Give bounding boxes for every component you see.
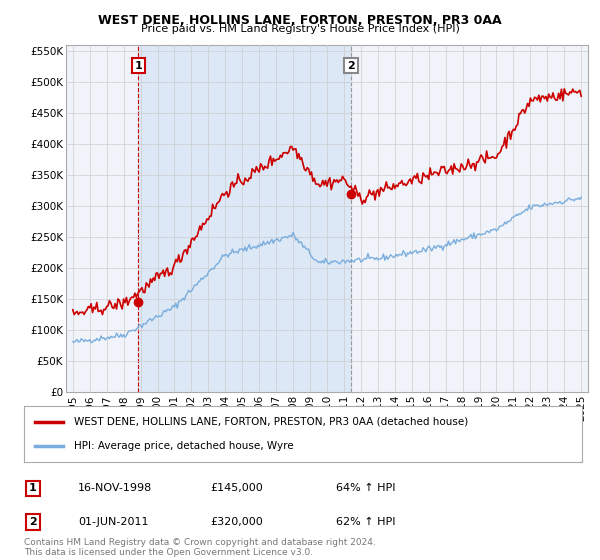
Text: 2: 2 — [347, 60, 355, 71]
Text: WEST DENE, HOLLINS LANE, FORTON, PRESTON, PR3 0AA: WEST DENE, HOLLINS LANE, FORTON, PRESTON… — [98, 14, 502, 27]
Text: 01-JUN-2011: 01-JUN-2011 — [78, 517, 149, 527]
Text: 2: 2 — [29, 517, 37, 527]
Text: 1: 1 — [29, 483, 37, 493]
Text: 16-NOV-1998: 16-NOV-1998 — [78, 483, 152, 493]
Text: Contains HM Land Registry data © Crown copyright and database right 2024.
This d: Contains HM Land Registry data © Crown c… — [24, 538, 376, 557]
Text: 62% ↑ HPI: 62% ↑ HPI — [336, 517, 395, 527]
Text: WEST DENE, HOLLINS LANE, FORTON, PRESTON, PR3 0AA (detached house): WEST DENE, HOLLINS LANE, FORTON, PRESTON… — [74, 417, 469, 427]
Text: Price paid vs. HM Land Registry's House Price Index (HPI): Price paid vs. HM Land Registry's House … — [140, 24, 460, 34]
Text: £320,000: £320,000 — [210, 517, 263, 527]
Bar — [139, 45, 351, 392]
Text: £145,000: £145,000 — [210, 483, 263, 493]
Text: HPI: Average price, detached house, Wyre: HPI: Average price, detached house, Wyre — [74, 441, 294, 451]
Text: 64% ↑ HPI: 64% ↑ HPI — [336, 483, 395, 493]
Text: 1: 1 — [134, 60, 142, 71]
